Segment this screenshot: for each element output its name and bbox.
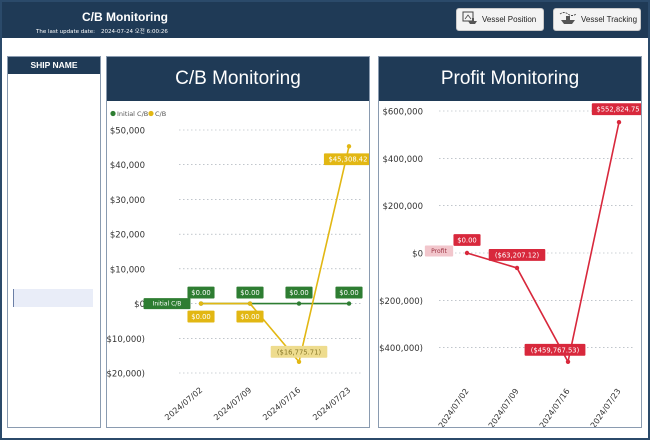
y-tick-label: $30,000 <box>110 196 145 206</box>
vessel-position-button[interactable]: Vessel Position <box>456 8 544 31</box>
x-tick-label: 2024/07/23 <box>589 387 623 427</box>
y-tick-label: ($200,000) <box>379 297 423 307</box>
last-update-label: The last update date: <box>36 29 96 35</box>
vessel-position-label: Vessel Position <box>482 15 537 24</box>
x-tick-label: 2024/07/02 <box>437 387 471 427</box>
profit-point <box>514 265 520 271</box>
profit-data-label: ($63,207.12) <box>495 251 540 259</box>
ship-map-icon <box>462 10 478 29</box>
legend-cb-label: C/B <box>155 110 166 118</box>
profit-end-label-bg <box>424 245 454 257</box>
profit-point <box>565 359 571 365</box>
legend-cb-marker <box>148 110 154 117</box>
cb-monitoring-chart: Initial C/B C/B $50,000 $40,000 $30,000 $20,0… <box>107 110 369 423</box>
cb-data-label: ($16,775.71) <box>277 348 322 356</box>
cb-monitoring-panel: C/B Monitoring Initial C/B C/B $50,000 $40,… <box>106 56 370 428</box>
y-tick-label: $20,000 <box>110 231 145 241</box>
y-tick-label: $600,000 <box>382 108 423 118</box>
cb-point <box>346 144 352 149</box>
initial-cb-data-label-bg <box>335 286 363 299</box>
page-title: C/B Monitoring <box>82 10 168 24</box>
ship-route-icon <box>559 10 577 29</box>
initial-cb-data-label-bg <box>285 286 313 299</box>
initial-cb-data-label: $0.00 <box>289 289 308 297</box>
profit-data-label: $0.00 <box>457 236 476 244</box>
cb-chart-title: C/B Monitoring <box>107 57 369 101</box>
y-tick-label: $50,000 <box>110 127 145 137</box>
initial-cb-data-label-bg <box>236 286 264 299</box>
initial-cb-point <box>346 301 352 306</box>
profit-data-label-bg <box>488 249 546 261</box>
cb-data-label: $45,308.42 <box>329 156 368 164</box>
y-tick-label: $10,000 <box>110 265 145 275</box>
profit-monitoring-panel: Profit Monitoring $600,000 $400,000 $200,0… <box>378 56 642 428</box>
initial-cb-data-label: $0.00 <box>339 289 358 297</box>
cb-data-label: $0.00 <box>191 313 210 321</box>
cb-data-label-bg <box>323 153 369 166</box>
cb-data-label-bg <box>187 310 215 323</box>
initial-cb-end-label: Initial C/B <box>153 301 182 308</box>
y-tick-label: $0 <box>412 250 423 260</box>
vessel-tracking-label: Vessel Tracking <box>581 15 638 24</box>
x-tick-label: 2024/07/16 <box>261 386 302 423</box>
y-tick-label: ($10,000) <box>107 335 145 345</box>
profit-data-label-bg <box>453 234 481 246</box>
x-tick-label: 2024/07/09 <box>487 387 521 427</box>
cb-data-label: $0.00 <box>240 313 259 321</box>
x-tick-label: 2024/07/02 <box>163 386 204 423</box>
profit-monitoring-chart: $600,000 $400,000 $200,000 $0 ($200,000) ($40… <box>379 103 641 427</box>
legend-initial-cb-marker <box>110 110 116 117</box>
profit-data-label: $552,824.75 <box>596 106 639 114</box>
profit-data-label-bg <box>524 343 586 356</box>
x-tick-label: 2024/07/16 <box>538 387 572 427</box>
cb-point <box>198 301 204 306</box>
y-tick-label: $200,000 <box>382 202 423 212</box>
ship-name-header: SHIP NAME <box>8 57 100 74</box>
profit-chart-title: Profit Monitoring <box>379 57 641 101</box>
y-tick-label: $40,000 <box>110 161 145 171</box>
ship-name-selected-item[interactable] <box>13 289 93 307</box>
initial-cb-data-label: $0.00 <box>191 289 210 297</box>
cb-data-label-bg <box>270 345 328 358</box>
initial-cb-point <box>296 301 302 306</box>
y-tick-label: ($400,000) <box>379 344 423 354</box>
cb-point <box>296 359 302 365</box>
profit-data-label: ($459,767.53) <box>531 346 580 354</box>
cb-point <box>247 301 253 306</box>
y-tick-label: $400,000 <box>382 155 423 165</box>
cb-line <box>201 146 350 364</box>
top-bar: C/B Monitoring The last update date: 2024… <box>0 0 650 38</box>
profit-end-label: Profit <box>431 248 447 255</box>
profit-data-label-bg <box>591 103 641 116</box>
y-tick-label: $0 <box>134 300 145 310</box>
cb-data-label-bg <box>236 310 264 323</box>
profit-point <box>616 119 622 125</box>
profit-point <box>464 250 470 256</box>
ship-name-slicer[interactable]: SHIP NAME <box>7 56 101 428</box>
last-update-text: The last update date: 2024-07-24 오전 6:00:… <box>36 27 168 35</box>
initial-cb-end-label-bg <box>143 298 191 310</box>
legend-initial-cb-label: Initial C/B <box>117 110 148 118</box>
x-tick-label: 2024/07/09 <box>212 386 253 423</box>
initial-cb-data-label: $0.00 <box>240 289 259 297</box>
last-update-value: 2024-07-24 오전 6:00:26 <box>101 29 168 35</box>
vessel-tracking-button[interactable]: Vessel Tracking <box>553 8 641 31</box>
x-tick-label: 2024/07/23 <box>311 386 352 423</box>
y-tick-label: ($20,000) <box>107 370 145 380</box>
initial-cb-data-label-bg <box>187 286 215 299</box>
